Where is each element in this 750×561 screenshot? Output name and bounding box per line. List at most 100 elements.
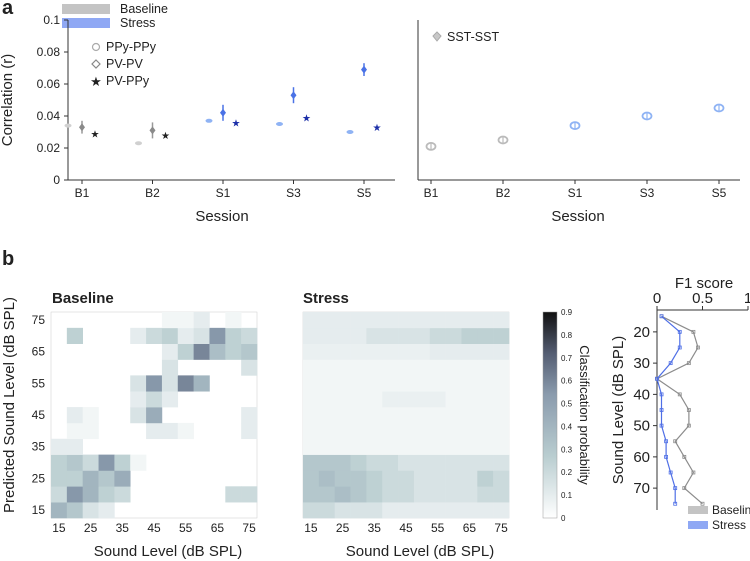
- a-xtick-label: S3: [640, 186, 655, 200]
- heatmap-cell: [477, 343, 494, 360]
- heatmap-cell: [413, 470, 431, 487]
- colorbar-tick-label: 0.2: [561, 468, 573, 477]
- heatmap-baseline: 15 25 35 45 55 65 75 15 25 35 45 55 65 75: [32, 311, 258, 535]
- heatmap-cell: [334, 486, 351, 503]
- heatmap-cell: [82, 407, 99, 424]
- f1-title: F1 score: [675, 275, 733, 292]
- colorbar: [542, 311, 558, 519]
- a-xtick-label: B2: [496, 186, 511, 200]
- heatmap-cell: [461, 454, 478, 471]
- legend-ppy-marker: [91, 42, 101, 52]
- heatmap-cell: [130, 454, 147, 471]
- f1-legend-stress-label: Stress: [712, 518, 746, 532]
- heatmap-cell: [82, 422, 99, 440]
- point-ppy-ppy: [276, 122, 283, 126]
- heatmap-stress-title: Stress: [303, 290, 349, 307]
- legend-baseline-swatch: [62, 4, 110, 14]
- heatmap-xtick-label: 65: [463, 521, 477, 535]
- heatmap-cell: [350, 438, 367, 455]
- heatmap-cell: [161, 391, 179, 408]
- heatmap-xtick-label: 35: [116, 521, 130, 535]
- heatmap-cell: [130, 375, 147, 392]
- heatmap-ytick-label: 35: [32, 440, 46, 454]
- a-ytick-label: 0.04: [37, 109, 61, 123]
- f1-xtick-label: 0: [653, 290, 661, 307]
- heatmap-cell: [82, 470, 99, 487]
- heatmap-cell: [303, 327, 320, 344]
- heatmap-cell: [334, 359, 351, 376]
- heatmap-cell: [493, 422, 510, 440]
- heatmap-cell: [177, 422, 194, 440]
- heatmap-cell: [51, 470, 68, 487]
- heatmap-cell: [493, 391, 510, 408]
- heatmap-cell: [303, 454, 320, 471]
- f1-point: [659, 392, 664, 397]
- heatmap-cell: [429, 312, 446, 329]
- heatmap-cell: [493, 470, 510, 487]
- a-ytick-label: 0.08: [37, 45, 61, 59]
- heatmap-cell: [413, 312, 431, 329]
- a-xtick-label: S1: [568, 186, 583, 200]
- colorbar-tick-label: 0.9: [561, 308, 573, 317]
- legend-baseline-label: Baseline: [120, 2, 168, 16]
- legend-pvppy-label: PV-PPy: [106, 74, 150, 88]
- point-pv-pv: [149, 126, 156, 135]
- heatmap-cell: [493, 407, 510, 424]
- heatmap-cell: [318, 343, 335, 360]
- heatmap-cell: [225, 486, 242, 503]
- heatmap-xtick-label: 15: [304, 521, 318, 535]
- f1-point: [664, 454, 668, 459]
- colorbar-tick-label: 0: [561, 514, 566, 523]
- heatmap-cell: [303, 422, 320, 440]
- heatmap-cell: [398, 312, 415, 329]
- heatmap-cell: [493, 312, 510, 329]
- heatmap-cell: [334, 327, 351, 344]
- heatmap-cell: [382, 343, 399, 360]
- heatmap-cell: [51, 454, 68, 471]
- heatmap-cell: [82, 454, 99, 471]
- heatmap-cell: [334, 422, 351, 440]
- legend-stress-label: Stress: [120, 16, 155, 30]
- heatmap-cell: [477, 422, 494, 440]
- heatmap-cell: [477, 312, 494, 329]
- heatmap-ytick-label: 55: [32, 376, 46, 390]
- f1-ytick-label: 70: [633, 480, 650, 497]
- heatmap-cell: [193, 375, 210, 392]
- heatmap-cell: [66, 422, 83, 440]
- heatmap-cell: [161, 359, 179, 376]
- heatmap-cell: [350, 454, 367, 471]
- heatmap-cell: [445, 454, 462, 471]
- heatmap-cell: [493, 343, 510, 360]
- heatmap-cell: [445, 486, 462, 503]
- a-ytick-label: 0.02: [37, 141, 61, 155]
- heatmap-cell: [366, 343, 383, 360]
- f1-point: [691, 329, 696, 334]
- heatmap-cell: [98, 502, 115, 519]
- a-xtick-label: B1: [424, 186, 439, 200]
- heatmap-cell: [413, 486, 431, 503]
- heatmap-cell: [477, 486, 494, 503]
- heatmap-cell: [413, 359, 431, 376]
- heatmap-cell: [130, 327, 147, 344]
- point-pv-pv: [290, 91, 297, 100]
- heatmap-cell: [177, 327, 194, 344]
- legend-sst-marker: [432, 31, 442, 42]
- f1-point: [677, 392, 682, 397]
- heatmap-ytick-label: 25: [32, 471, 46, 485]
- heatmap-cell: [161, 375, 179, 392]
- f1-point: [673, 501, 678, 506]
- heatmap-cell: [461, 312, 478, 329]
- heatmap-cell: [241, 327, 258, 344]
- heatmap-cell: [382, 407, 399, 424]
- heatmap-cell: [303, 312, 320, 329]
- heatmap-cell: [177, 312, 194, 329]
- heatmap-cell: [429, 391, 446, 408]
- heatmap-xtick-label: 75: [494, 521, 508, 535]
- heatmap-cell: [66, 438, 83, 455]
- heatmap-cell: [461, 502, 478, 519]
- heatmap-cell: [51, 502, 68, 519]
- heatmap-cell: [493, 454, 510, 471]
- heatmap-cell: [318, 422, 335, 440]
- f1-point: [673, 439, 678, 444]
- heatmap-cell: [366, 454, 383, 471]
